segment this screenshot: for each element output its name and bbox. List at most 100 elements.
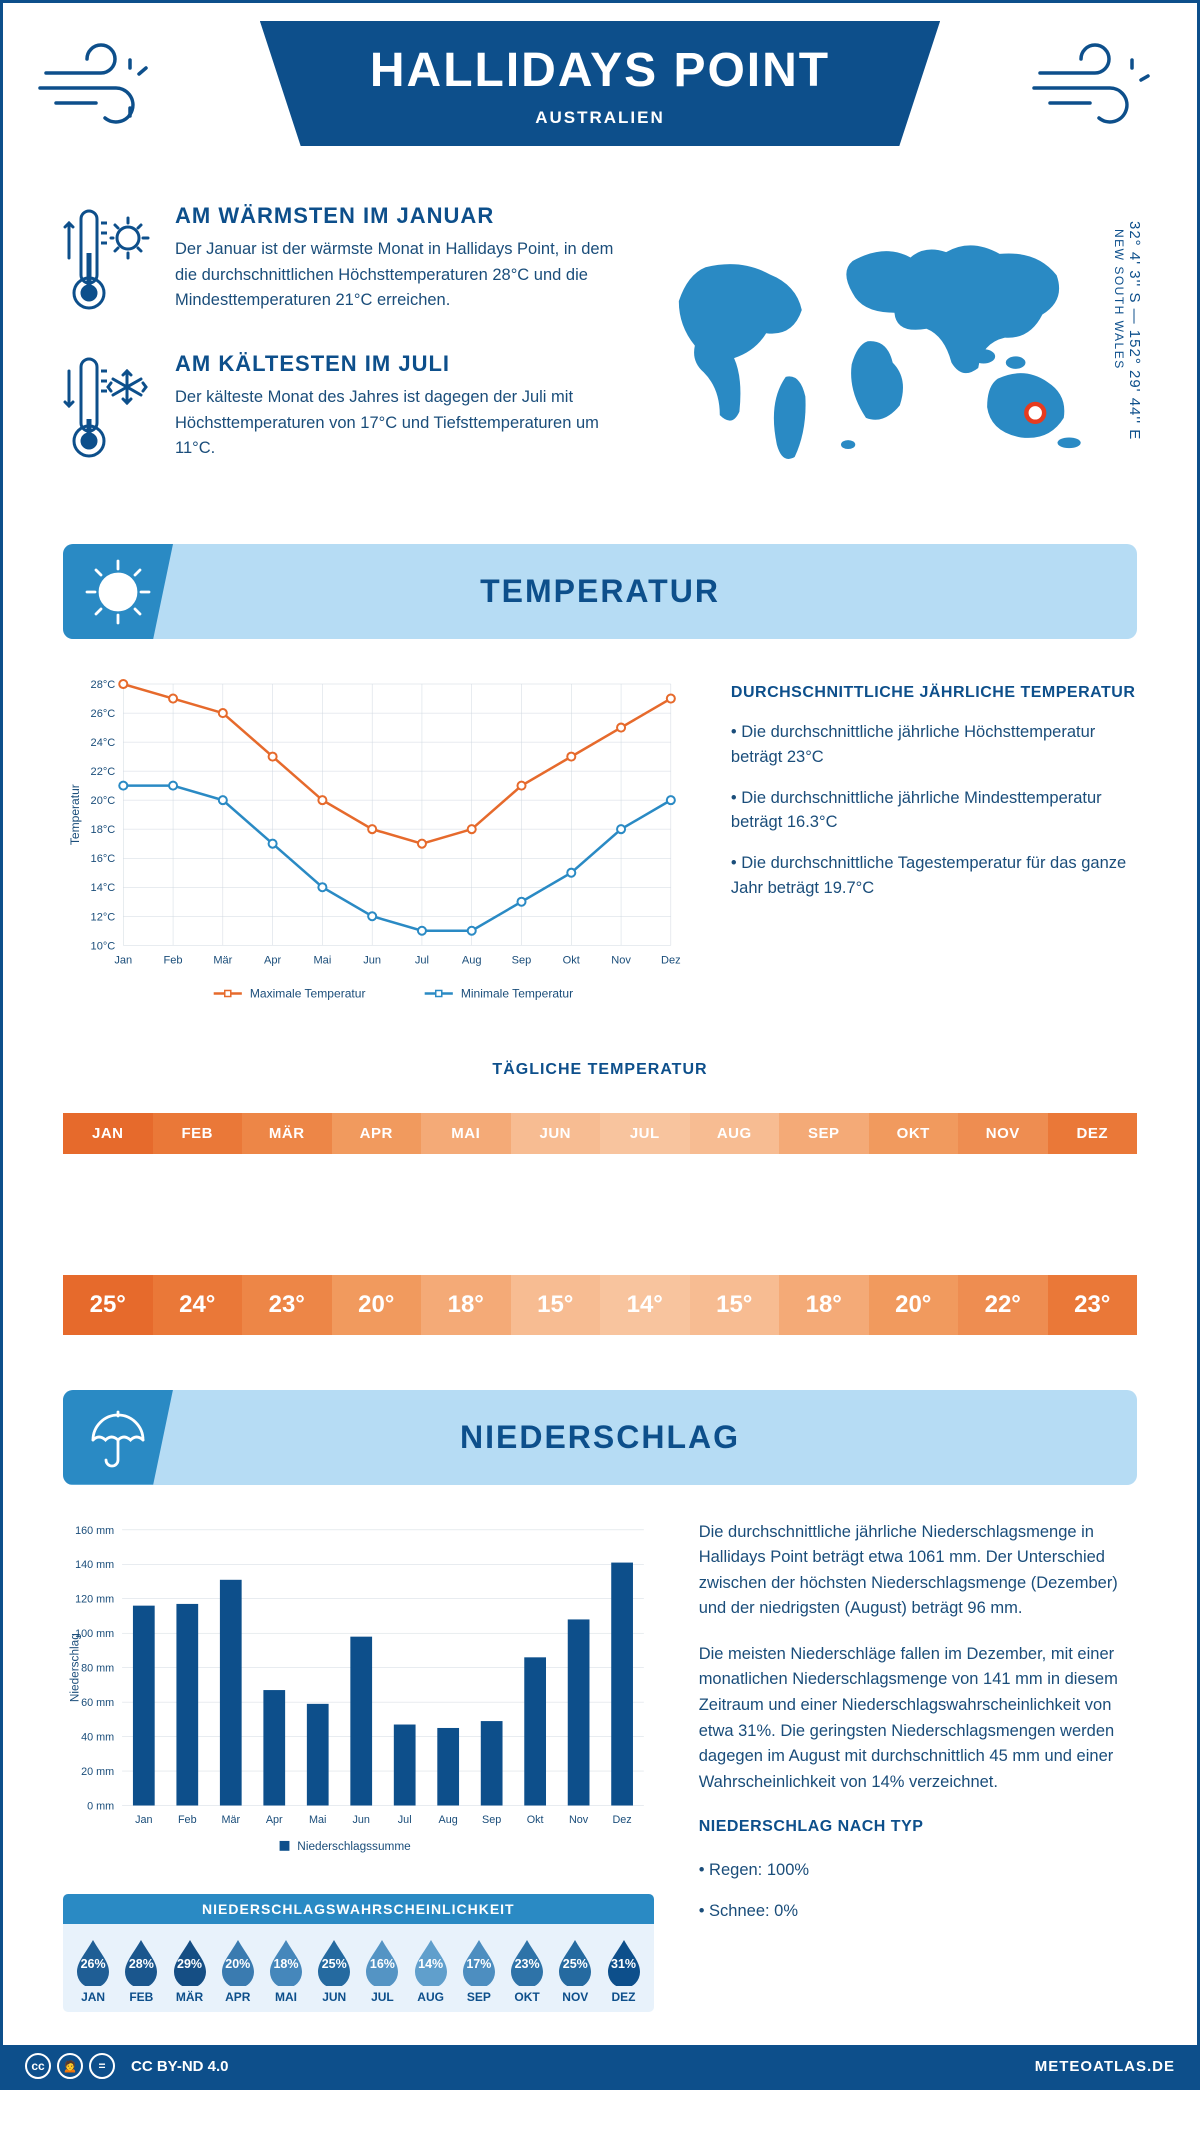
- cc-license-icons: cc 🙍 = CC BY-ND 4.0: [25, 2053, 229, 2079]
- header: HALLIDAYS POINT AUSTRALIEN: [3, 3, 1197, 183]
- probability-month: MÄR: [165, 1990, 213, 2004]
- svg-text:20 mm: 20 mm: [81, 1766, 114, 1778]
- svg-text:140 mm: 140 mm: [75, 1559, 114, 1571]
- drop-icon: 17%: [459, 1938, 499, 1986]
- site-name: METEOATLAS.DE: [1035, 2058, 1175, 2075]
- coordinates: 32° 4' 3'' S — 152° 29' 44'' E NEW SOUTH…: [1112, 221, 1143, 440]
- svg-text:Temperatur: Temperatur: [68, 784, 82, 845]
- daily-value: 18°: [421, 1275, 511, 1335]
- svg-text:Jan: Jan: [114, 954, 132, 966]
- daily-temp-heading: TÄGLICHE TEMPERATUR: [3, 1061, 1197, 1079]
- daily-month: JUL: [600, 1113, 690, 1154]
- daily-value: 24°: [153, 1275, 243, 1335]
- daily-value: 22°: [958, 1275, 1048, 1335]
- drop-icon: 23%: [507, 1938, 547, 1986]
- drop-icon: 16%: [362, 1938, 402, 1986]
- intro-section: AM WÄRMSTEN IM JANUAR Der Januar ist der…: [3, 183, 1197, 544]
- svg-text:Aug: Aug: [439, 1814, 458, 1826]
- probability-month: AUG: [407, 1990, 455, 2004]
- svg-text:Minimale Temperatur: Minimale Temperatur: [461, 987, 573, 1001]
- umbrella-icon: [63, 1390, 173, 1485]
- svg-text:Mai: Mai: [309, 1814, 326, 1826]
- probability-heading: NIEDERSCHLAGSWAHRSCHEINLICHKEIT: [63, 1894, 654, 1924]
- probability-month: JAN: [69, 1990, 117, 2004]
- precipitation-info: Die durchschnittliche jährliche Niedersc…: [699, 1520, 1137, 2013]
- svg-text:Maximale Temperatur: Maximale Temperatur: [250, 987, 366, 1001]
- sun-icon: [63, 544, 173, 639]
- svg-text:18°C: 18°C: [91, 824, 116, 836]
- daily-month: APR: [332, 1113, 422, 1154]
- world-map: 32° 4' 3'' S — 152° 29' 44'' E NEW SOUTH…: [661, 203, 1137, 499]
- daily-month: SEP: [779, 1113, 869, 1154]
- temperature-title: TEMPERATUR: [480, 573, 720, 610]
- svg-text:Apr: Apr: [266, 1814, 283, 1826]
- precipitation-banner: NIEDERSCHLAG: [63, 1390, 1137, 1485]
- warmest-fact: AM WÄRMSTEN IM JANUAR Der Januar ist der…: [63, 203, 621, 323]
- temp-info-heading: DURCHSCHNITTLICHE JÄHRLICHE TEMPERATUR: [731, 684, 1137, 702]
- precipitation-title: NIEDERSCHLAG: [460, 1419, 740, 1456]
- probability-month: JUN: [310, 1990, 358, 2004]
- svg-text:0 mm: 0 mm: [87, 1800, 114, 1812]
- coords-latlon: 32° 4' 3'' S — 152° 29' 44'' E: [1126, 221, 1143, 440]
- daily-month: AUG: [690, 1113, 780, 1154]
- svg-text:20°C: 20°C: [91, 795, 116, 807]
- svg-text:Jun: Jun: [363, 954, 381, 966]
- drop-icon: 26%: [73, 1938, 113, 1986]
- daily-value: 15°: [511, 1275, 601, 1335]
- probability-month: APR: [214, 1990, 262, 2004]
- precipitation-chart: 0 mm20 mm40 mm60 mm80 mm100 mm120 mm140 …: [63, 1520, 654, 1865]
- probability-item: 29%MÄR: [165, 1938, 213, 2004]
- temperature-banner: TEMPERATUR: [63, 544, 1137, 639]
- svg-text:12°C: 12°C: [91, 911, 116, 923]
- daily-month: JAN: [63, 1113, 153, 1154]
- svg-text:160 mm: 160 mm: [75, 1524, 114, 1536]
- svg-text:22°C: 22°C: [91, 766, 116, 778]
- footer: cc 🙍 = CC BY-ND 4.0 METEOATLAS.DE: [3, 2045, 1197, 2087]
- svg-text:Nov: Nov: [569, 1814, 589, 1826]
- svg-text:120 mm: 120 mm: [75, 1593, 114, 1605]
- probability-item: 25% NOV: [551, 1938, 599, 2004]
- svg-text:16°C: 16°C: [91, 853, 116, 865]
- by-icon: 🙍: [57, 2053, 83, 2079]
- temperature-info: DURCHSCHNITTLICHE JÄHRLICHE TEMPERATUR •…: [731, 674, 1137, 1021]
- warmest-title: AM WÄRMSTEN IM JANUAR: [175, 203, 621, 229]
- svg-text:Mär: Mär: [221, 1814, 240, 1826]
- svg-text:Jun: Jun: [352, 1814, 369, 1826]
- license-text: CC BY-ND 4.0: [131, 2058, 229, 2075]
- svg-text:Jul: Jul: [398, 1814, 412, 1826]
- probability-month: DEZ: [599, 1990, 647, 2004]
- svg-text:24°C: 24°C: [91, 737, 116, 749]
- daily-value: 14°: [600, 1275, 690, 1335]
- probability-box: NIEDERSCHLAGSWAHRSCHEINLICHKEIT 26%JAN28…: [63, 1894, 654, 2012]
- daily-value: 23°: [1048, 1275, 1138, 1335]
- drop-icon: 25%: [314, 1938, 354, 1986]
- thermometer-snow-icon: [63, 351, 153, 471]
- page-subtitle: AUSTRALIEN: [370, 108, 830, 128]
- svg-text:Mai: Mai: [313, 954, 331, 966]
- svg-text:Dez: Dez: [612, 1814, 631, 1826]
- svg-text:Sep: Sep: [482, 1814, 501, 1826]
- svg-text:40 mm: 40 mm: [81, 1731, 114, 1743]
- cc-icon: cc: [25, 2053, 51, 2079]
- probability-item: 23%OKT: [503, 1938, 551, 2004]
- daily-value: 25°: [63, 1275, 153, 1335]
- coldest-text: Der kälteste Monat des Jahres ist dagege…: [175, 385, 621, 462]
- drop-icon: 25%: [555, 1938, 595, 1986]
- probability-month: NOV: [551, 1990, 599, 2004]
- daily-month: DEZ: [1048, 1113, 1138, 1154]
- precip-p2: Die meisten Niederschläge fallen im Deze…: [699, 1642, 1137, 1795]
- probability-item: 17%SEP: [455, 1938, 503, 2004]
- precipitation-chart-wrap: 0 mm20 mm40 mm60 mm80 mm100 mm120 mm140 …: [63, 1520, 654, 2013]
- svg-text:Niederschlagssumme: Niederschlagssumme: [297, 1838, 411, 1852]
- coords-region: NEW SOUTH WALES: [1112, 229, 1126, 440]
- temp-bullet: • Die durchschnittliche Tagestemperatur …: [731, 851, 1137, 901]
- daily-month: NOV: [958, 1113, 1048, 1154]
- nd-icon: =: [89, 2053, 115, 2079]
- probability-item: 26% JAN: [69, 1938, 117, 2004]
- svg-text:Aug: Aug: [462, 954, 482, 966]
- svg-text:Niederschlag: Niederschlag: [68, 1633, 82, 1702]
- svg-text:Okt: Okt: [527, 1814, 544, 1826]
- wind-icon: [38, 38, 168, 138]
- coldest-title: AM KÄLTESTEN IM JULI: [175, 351, 621, 377]
- svg-text:Nov: Nov: [611, 954, 631, 966]
